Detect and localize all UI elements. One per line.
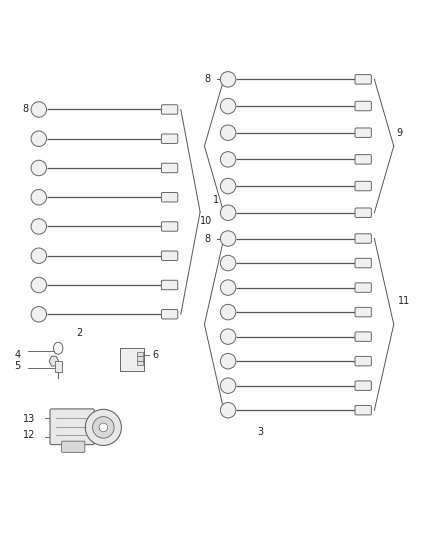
Text: 3: 3	[257, 427, 263, 437]
Ellipse shape	[53, 342, 63, 354]
Circle shape	[220, 151, 235, 167]
Circle shape	[99, 423, 107, 432]
FancyBboxPatch shape	[354, 308, 371, 317]
FancyBboxPatch shape	[354, 208, 371, 217]
FancyBboxPatch shape	[161, 280, 177, 290]
Circle shape	[31, 131, 46, 147]
Circle shape	[220, 179, 235, 194]
FancyBboxPatch shape	[137, 357, 143, 361]
Circle shape	[31, 306, 46, 322]
Text: 6: 6	[152, 350, 159, 360]
FancyBboxPatch shape	[354, 101, 371, 111]
Text: 13: 13	[23, 414, 35, 424]
FancyBboxPatch shape	[354, 75, 371, 84]
Circle shape	[31, 102, 46, 117]
Circle shape	[220, 280, 235, 295]
Text: 8: 8	[204, 233, 210, 244]
Circle shape	[92, 417, 114, 438]
FancyBboxPatch shape	[161, 251, 177, 261]
FancyBboxPatch shape	[61, 441, 85, 453]
FancyBboxPatch shape	[161, 310, 177, 319]
Circle shape	[220, 71, 235, 87]
FancyBboxPatch shape	[161, 192, 177, 202]
FancyBboxPatch shape	[137, 361, 143, 366]
Circle shape	[85, 409, 121, 446]
Text: 10: 10	[200, 216, 212, 227]
FancyBboxPatch shape	[50, 409, 94, 445]
Polygon shape	[49, 356, 58, 366]
Text: 9: 9	[395, 128, 401, 138]
FancyBboxPatch shape	[354, 181, 371, 191]
Text: 11: 11	[397, 296, 410, 306]
Circle shape	[220, 231, 235, 246]
Circle shape	[220, 402, 235, 418]
Text: 8: 8	[22, 104, 28, 115]
Circle shape	[220, 304, 235, 320]
Circle shape	[220, 125, 235, 141]
FancyBboxPatch shape	[354, 155, 371, 164]
FancyBboxPatch shape	[354, 128, 371, 138]
FancyBboxPatch shape	[354, 234, 371, 243]
Text: 4: 4	[14, 350, 21, 360]
Text: 5: 5	[14, 361, 21, 372]
Circle shape	[220, 329, 235, 344]
Circle shape	[220, 353, 235, 369]
Circle shape	[220, 205, 235, 221]
FancyBboxPatch shape	[161, 105, 177, 114]
Circle shape	[31, 277, 46, 293]
Circle shape	[31, 248, 46, 263]
FancyBboxPatch shape	[354, 381, 371, 390]
Text: 2: 2	[76, 328, 83, 338]
Circle shape	[220, 98, 235, 114]
FancyBboxPatch shape	[354, 332, 371, 341]
FancyBboxPatch shape	[161, 163, 177, 173]
Circle shape	[31, 219, 46, 234]
FancyBboxPatch shape	[161, 222, 177, 231]
FancyBboxPatch shape	[354, 406, 371, 415]
FancyBboxPatch shape	[55, 361, 62, 372]
Circle shape	[220, 378, 235, 393]
FancyBboxPatch shape	[161, 134, 177, 143]
FancyBboxPatch shape	[120, 348, 144, 370]
FancyBboxPatch shape	[354, 357, 371, 366]
Circle shape	[220, 255, 235, 271]
FancyBboxPatch shape	[137, 352, 143, 356]
Circle shape	[31, 190, 46, 205]
Text: 12: 12	[23, 430, 35, 440]
Text: 1: 1	[213, 195, 219, 205]
Circle shape	[31, 160, 46, 176]
FancyBboxPatch shape	[354, 259, 371, 268]
Text: 8: 8	[204, 75, 210, 84]
FancyBboxPatch shape	[354, 283, 371, 292]
